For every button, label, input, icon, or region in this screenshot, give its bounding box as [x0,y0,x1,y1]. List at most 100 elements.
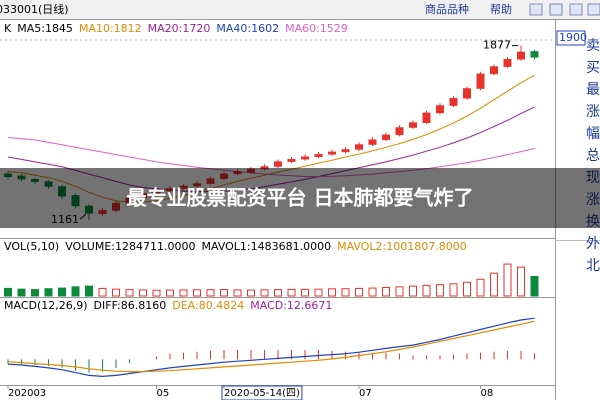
candle-body [409,122,417,128]
volume-bar [44,288,53,297]
volume-bar [112,288,120,297]
candle-body [463,88,471,99]
legend-item: DEA:80.4824 [172,299,244,312]
x-tick-label: 07 [359,388,372,399]
side-label: 买 [586,60,600,76]
volume-bar [517,266,525,297]
volume-bar [503,263,512,297]
candle-body [341,149,350,153]
volume-bar [260,289,269,297]
toolbar-icon[interactable] [529,3,543,16]
stock-code: 033001(日线) [0,2,69,16]
banner-text: 最专业股票配资平台 日本肺都要气炸了 [127,186,474,210]
side-label: 最 [586,82,600,98]
top-bar [0,0,600,19]
candle-body [368,139,377,145]
candle-body [287,158,296,162]
candle-body [476,73,485,89]
toolbar-icon[interactable] [549,3,563,16]
legend-item: MAVOL2:1001807.8000 [337,240,467,253]
volume-bar [463,281,471,297]
candle-body [382,134,390,140]
candle-body [274,161,282,167]
cursor-date-box [221,385,303,400]
x-tick-label: 202003 [8,388,46,399]
legend-item: MACD:12.6671 [250,299,332,312]
volume-bar [314,288,323,297]
volume-bar [409,285,417,297]
volume-bar [355,287,363,297]
volume-bar [287,288,296,297]
volume-bar [233,289,242,297]
volume-bar [382,286,390,297]
candle-body [449,98,458,106]
volume-bar [98,287,107,297]
legend-item: MAVOL1:1483681.0000 [201,240,331,253]
volume-bar [368,287,377,297]
candle-body [422,112,431,123]
candle-body [328,151,336,155]
legend-item: MA60:1529 [285,22,348,35]
candle-body [517,51,525,60]
volume-bar [139,289,147,297]
volume-bar [341,288,350,297]
volume-bar [220,288,228,297]
legend-item: MACD(12,26,9) [4,299,88,312]
menu-item[interactable]: 帮助 [490,2,512,16]
volume-bar [58,287,66,297]
legend-item: MA40:1602 [216,22,279,35]
menu-item[interactable]: 商品品种 [425,2,469,16]
volume-bar [530,275,539,297]
legend-item: MA20:1720 [148,22,211,35]
volume-bar [274,289,282,297]
x-tick-label: 2020-05-14(四) [224,388,300,399]
volume-bar [179,289,188,297]
side-label: 卖 [586,38,600,54]
volume-bar [395,286,404,297]
legend-item: MA5:1845 [17,22,73,35]
volume-bar [476,278,485,297]
side-label: 总 [586,148,600,164]
legend-item: VOL(5,10) [4,240,59,253]
volume-bar [4,287,12,297]
candle-body [355,144,363,150]
candle-body [395,127,404,136]
volume-bar [301,288,309,297]
volume-bar [31,289,39,297]
volume-bar [71,286,80,297]
candle-body [314,154,323,158]
volume-bar [17,288,26,297]
volume-bar [206,289,215,297]
volume-bar [490,272,498,297]
side-label: 外 [586,236,600,252]
candle-body [490,66,498,75]
legend-item: DIFF:86.8160 [94,299,167,312]
volume-bar [85,285,93,297]
volume-bar [193,289,201,297]
side-label: 北 [586,258,600,274]
macd-line [7,317,535,378]
candle-body [436,105,444,114]
volume-bar [422,284,431,297]
legend-item: VOLUME:1284711.0000 [65,240,195,253]
legend-item: K [4,22,12,35]
volume-bar [436,284,444,297]
side-label: 幅 [586,126,600,142]
side-label: 涨 [586,104,600,120]
side-panel: 卖买最涨幅总现涨换外北 [586,38,600,274]
macd-line [7,320,535,373]
volume-bar [247,289,255,297]
toolbar-icon[interactable] [587,3,600,16]
x-tick-label: 08 [481,388,494,399]
volume-bar [152,289,161,297]
candle-body [530,51,539,58]
max-annotation: 1877 [483,39,511,52]
volume-bar [125,289,134,297]
toolbar-icon[interactable] [569,3,583,16]
y-tick-label: 1900 [559,31,587,44]
volume-bar [449,283,458,297]
legend-item: MA10:1812 [79,22,142,35]
banner [0,168,600,228]
volume-bar [328,288,336,297]
